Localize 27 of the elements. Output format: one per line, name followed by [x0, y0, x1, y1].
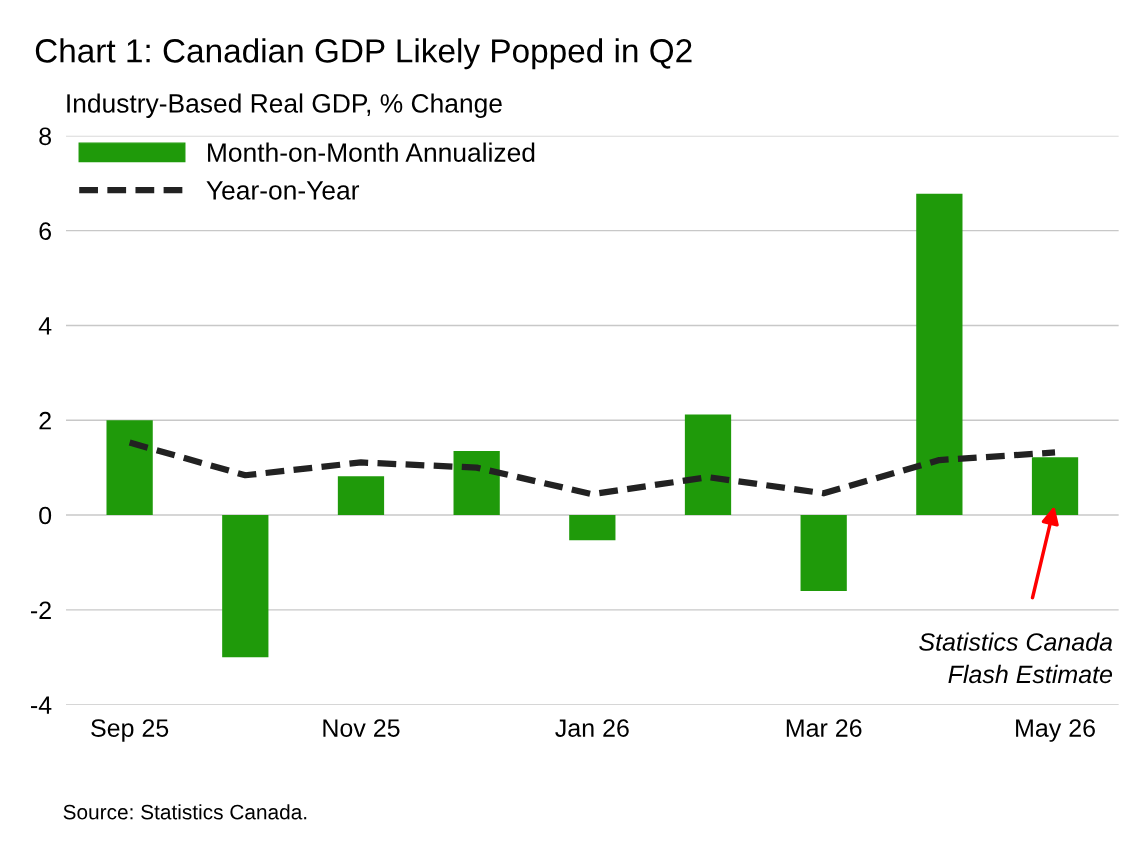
bar	[800, 515, 847, 591]
y-tick-label: 8	[39, 127, 52, 146]
x-tick-label: Nov 25	[323, 719, 400, 737]
bar	[916, 193, 963, 516]
bar	[684, 414, 732, 516]
bar	[569, 515, 616, 541]
bar	[222, 515, 269, 658]
y-tick-label: 6	[39, 222, 52, 240]
x-tick-label: Mar 26	[786, 719, 862, 737]
x-tick-label: May 26	[1016, 719, 1095, 742]
bar	[337, 476, 385, 516]
bar	[453, 451, 500, 516]
y-tick-label: 4	[38, 317, 52, 335]
bar	[106, 420, 153, 516]
annotation: Statistics Canada Flash Estimate	[919, 632, 1113, 684]
y-tick-label: 2	[39, 411, 51, 430]
y-tick-label: -2	[31, 601, 51, 619]
legend-label: Month-on-Month Annualized	[208, 142, 535, 162]
source-note: Source: Statistics Canada.	[63, 804, 307, 820]
legend-label: Year-on-Year	[206, 181, 360, 200]
bar	[1031, 457, 1079, 516]
y-axis-title: Industry-Based Real GDP, % Change	[67, 93, 502, 118]
x-tick-label: Sep 25	[91, 719, 169, 742]
y-tick-label: 0	[39, 506, 52, 525]
x-tick-label: Jan 26	[555, 719, 629, 737]
chart-title: Chart 1: Canadian GDP Likely Popped in Q2	[35, 38, 692, 70]
y-tick-label: -4	[31, 696, 52, 714]
